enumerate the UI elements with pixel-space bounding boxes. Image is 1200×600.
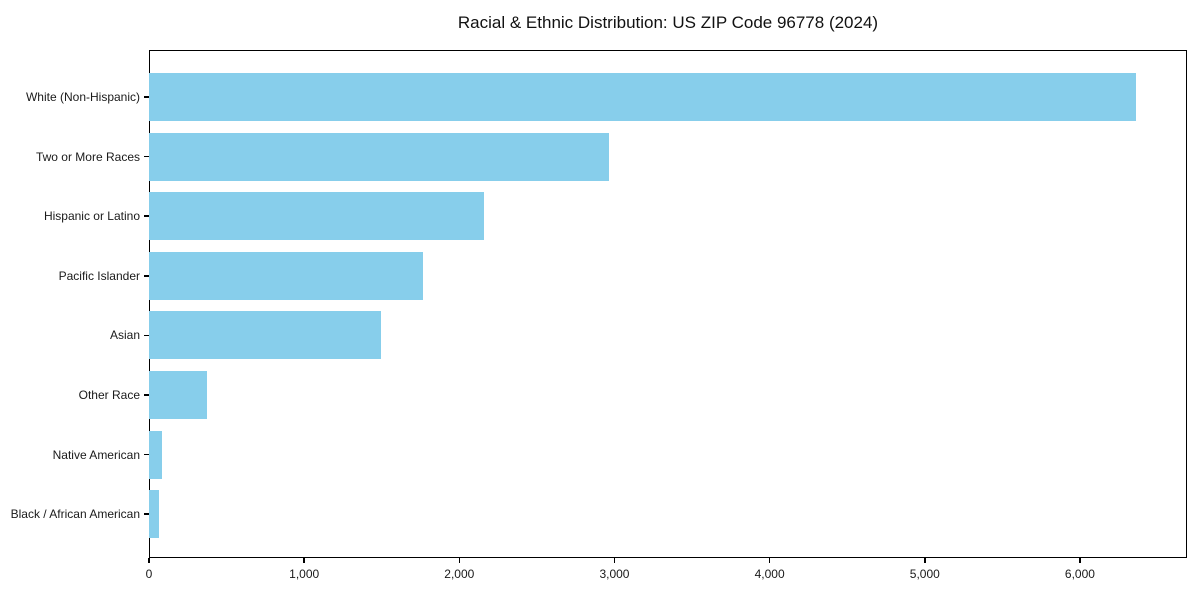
x-tick-label-5-000: 5,000 bbox=[909, 567, 940, 581]
plot-area bbox=[149, 50, 1187, 558]
y-label-white-non-hispanic: White (Non-Hispanic) bbox=[25, 90, 140, 104]
x-tick-mark bbox=[303, 558, 305, 563]
y-tick-mark bbox=[144, 155, 149, 158]
bar-white-non-hispanic bbox=[149, 73, 1136, 121]
x-tick-mark bbox=[458, 558, 461, 563]
y-tick-mark bbox=[144, 513, 149, 515]
bar-asian bbox=[149, 311, 381, 360]
y-tick-mark bbox=[144, 96, 149, 98]
x-tick-mark bbox=[768, 558, 771, 563]
y-label-black-african-american: Black / African American bbox=[10, 507, 140, 522]
x-tick-label-6-000: 6,000 bbox=[1064, 567, 1095, 581]
x-tick-label-2-000: 2,000 bbox=[444, 567, 475, 581]
y-label-other-race: Other Race bbox=[78, 388, 140, 402]
y-tick-mark bbox=[144, 334, 149, 337]
x-tick-mark bbox=[613, 558, 616, 563]
y-tick-mark bbox=[144, 215, 149, 217]
y-label-two-or-more-races: Two or More Races bbox=[35, 149, 140, 164]
x-tick-label-3-000: 3,000 bbox=[599, 567, 630, 581]
y-tick-mark bbox=[144, 275, 149, 277]
bar-black-african-american bbox=[149, 490, 159, 539]
bar-native-american bbox=[149, 430, 162, 479]
y-label-asian: Asian bbox=[109, 328, 140, 343]
x-tick-label-1-000: 1,000 bbox=[289, 567, 320, 581]
chart-title: Racial & Ethnic Distribution: US ZIP Cod… bbox=[457, 13, 879, 32]
y-label-hispanic-or-latino: Hispanic or Latino bbox=[43, 209, 140, 224]
y-tick-mark bbox=[144, 453, 149, 456]
x-tick-label-4-000: 4,000 bbox=[754, 567, 785, 581]
x-tick-mark bbox=[148, 558, 150, 563]
y-label-native-american: Native American bbox=[52, 447, 140, 462]
bar-two-or-more-races bbox=[149, 132, 610, 181]
x-tick-mark bbox=[924, 558, 926, 563]
bar-hispanic-or-latino bbox=[149, 192, 485, 241]
y-tick-mark bbox=[144, 394, 149, 396]
y-label-pacific-islander: Pacific Islander bbox=[58, 268, 140, 283]
bar-other-race bbox=[149, 371, 208, 419]
bar-pacific-islander bbox=[149, 251, 423, 300]
x-tick-mark bbox=[1079, 558, 1081, 563]
x-tick-label-0: 0 bbox=[145, 567, 153, 581]
